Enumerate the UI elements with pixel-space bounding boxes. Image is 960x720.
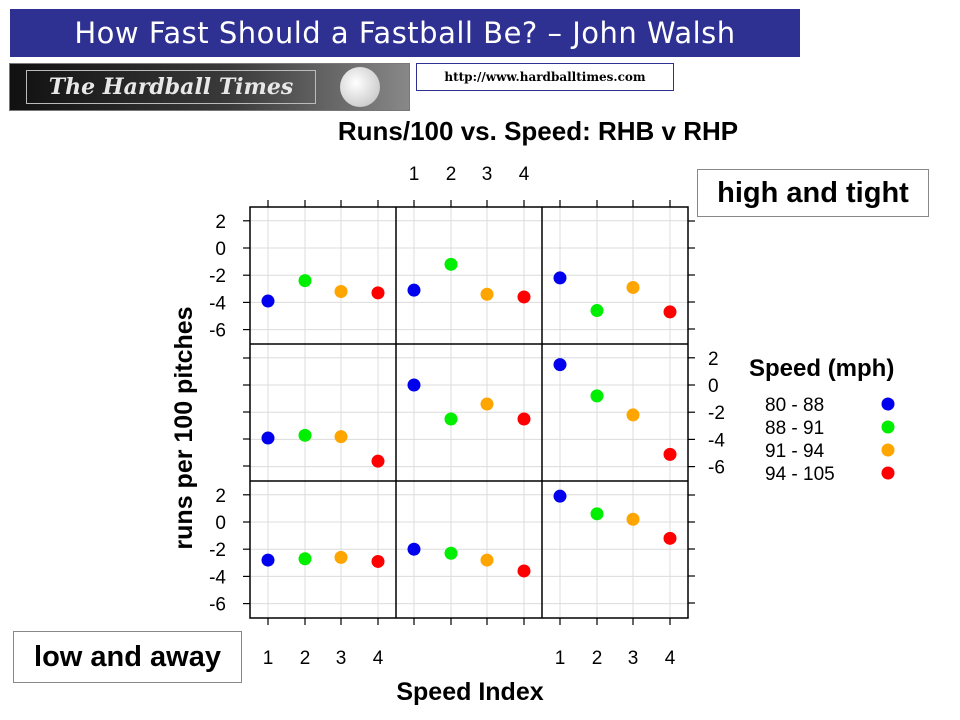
data-point <box>371 286 385 300</box>
data-point <box>480 553 494 567</box>
y-tick-label: -2 <box>209 266 226 287</box>
data-point <box>261 553 275 567</box>
y-tick-label: -2 <box>209 540 226 561</box>
data-point <box>444 257 458 271</box>
data-point <box>444 412 458 426</box>
data-point <box>334 550 348 564</box>
x-tick-label: 2 <box>300 648 311 669</box>
data-point <box>553 489 567 503</box>
data-point <box>261 294 275 308</box>
website-url[interactable]: http://www.hardballtimes.com <box>416 63 674 91</box>
x-tick-label: 2 <box>592 648 603 669</box>
data-point <box>663 531 677 545</box>
data-point <box>480 287 494 301</box>
chart-title: Runs/100 vs. Speed: RHB v RHP <box>338 116 738 146</box>
x-axis-label: Speed Index <box>396 678 543 706</box>
x-tick-label: 4 <box>665 648 676 669</box>
data-point <box>590 389 604 403</box>
data-point <box>480 397 494 411</box>
x-tick-label: 3 <box>482 164 493 185</box>
data-point <box>407 283 421 297</box>
data-point <box>517 290 531 304</box>
y-tick-label: 0 <box>708 376 719 397</box>
x-tick-label: 4 <box>519 164 530 185</box>
data-point <box>517 564 531 578</box>
logo-text: The Hardball Times <box>26 70 316 104</box>
x-tick-label: 1 <box>263 648 274 669</box>
x-tick-label: 2 <box>446 164 457 185</box>
legend-marker <box>881 420 895 434</box>
hardball-times-logo: The Hardball Times <box>9 63 410 111</box>
data-point <box>663 447 677 461</box>
data-point <box>371 554 385 568</box>
legend-label: 80 - 88 <box>765 395 824 416</box>
data-point <box>626 408 640 422</box>
y-tick-label: 0 <box>215 513 226 534</box>
data-point <box>553 358 567 372</box>
y-tick-label: 0 <box>215 239 226 260</box>
data-point <box>298 274 312 288</box>
data-point <box>298 552 312 566</box>
x-tick-label: 4 <box>373 648 384 669</box>
data-point <box>444 546 458 560</box>
data-point <box>590 507 604 521</box>
y-tick-label: 2 <box>708 349 719 370</box>
data-point <box>371 454 385 468</box>
y-tick-label: 2 <box>215 212 226 233</box>
data-point <box>298 428 312 442</box>
y-tick-label: 2 <box>215 486 226 507</box>
y-tick-label: -4 <box>209 293 226 314</box>
y-tick-label: -6 <box>209 595 226 616</box>
legend-label: 88 - 91 <box>765 418 824 439</box>
legend-marker <box>881 443 895 457</box>
legend-marker <box>881 397 895 411</box>
y-tick-label: -6 <box>209 321 226 342</box>
data-point <box>626 280 640 294</box>
y-tick-label: -2 <box>708 403 725 424</box>
data-point <box>407 542 421 556</box>
legend-label: 91 - 94 <box>765 441 825 462</box>
legend-marker <box>881 466 895 480</box>
data-point <box>553 271 567 285</box>
x-tick-label: 1 <box>409 164 420 185</box>
data-point <box>334 285 348 299</box>
page-header: How Fast Should a Fastball Be? – John Wa… <box>10 9 800 57</box>
y-tick-label: -4 <box>209 567 226 588</box>
data-point <box>407 378 421 392</box>
x-tick-label: 1 <box>555 648 566 669</box>
data-point <box>626 512 640 526</box>
y-tick-label: -4 <box>708 430 725 451</box>
data-point <box>590 304 604 318</box>
legend-title: Speed (mph) <box>749 355 894 382</box>
baseball-icon <box>340 67 380 107</box>
legend-label: 94 - 105 <box>765 464 835 485</box>
data-point <box>663 305 677 319</box>
high-and-tight-label: high and tight <box>697 169 929 217</box>
y-axis-label: runs per 100 pitches <box>170 306 198 549</box>
x-tick-label: 3 <box>628 648 639 669</box>
data-point <box>517 412 531 426</box>
y-tick-label: -6 <box>708 458 725 479</box>
data-point <box>261 431 275 445</box>
x-tick-label: 3 <box>336 648 347 669</box>
low-and-away-label: low and away <box>13 631 242 683</box>
data-point <box>334 430 348 444</box>
